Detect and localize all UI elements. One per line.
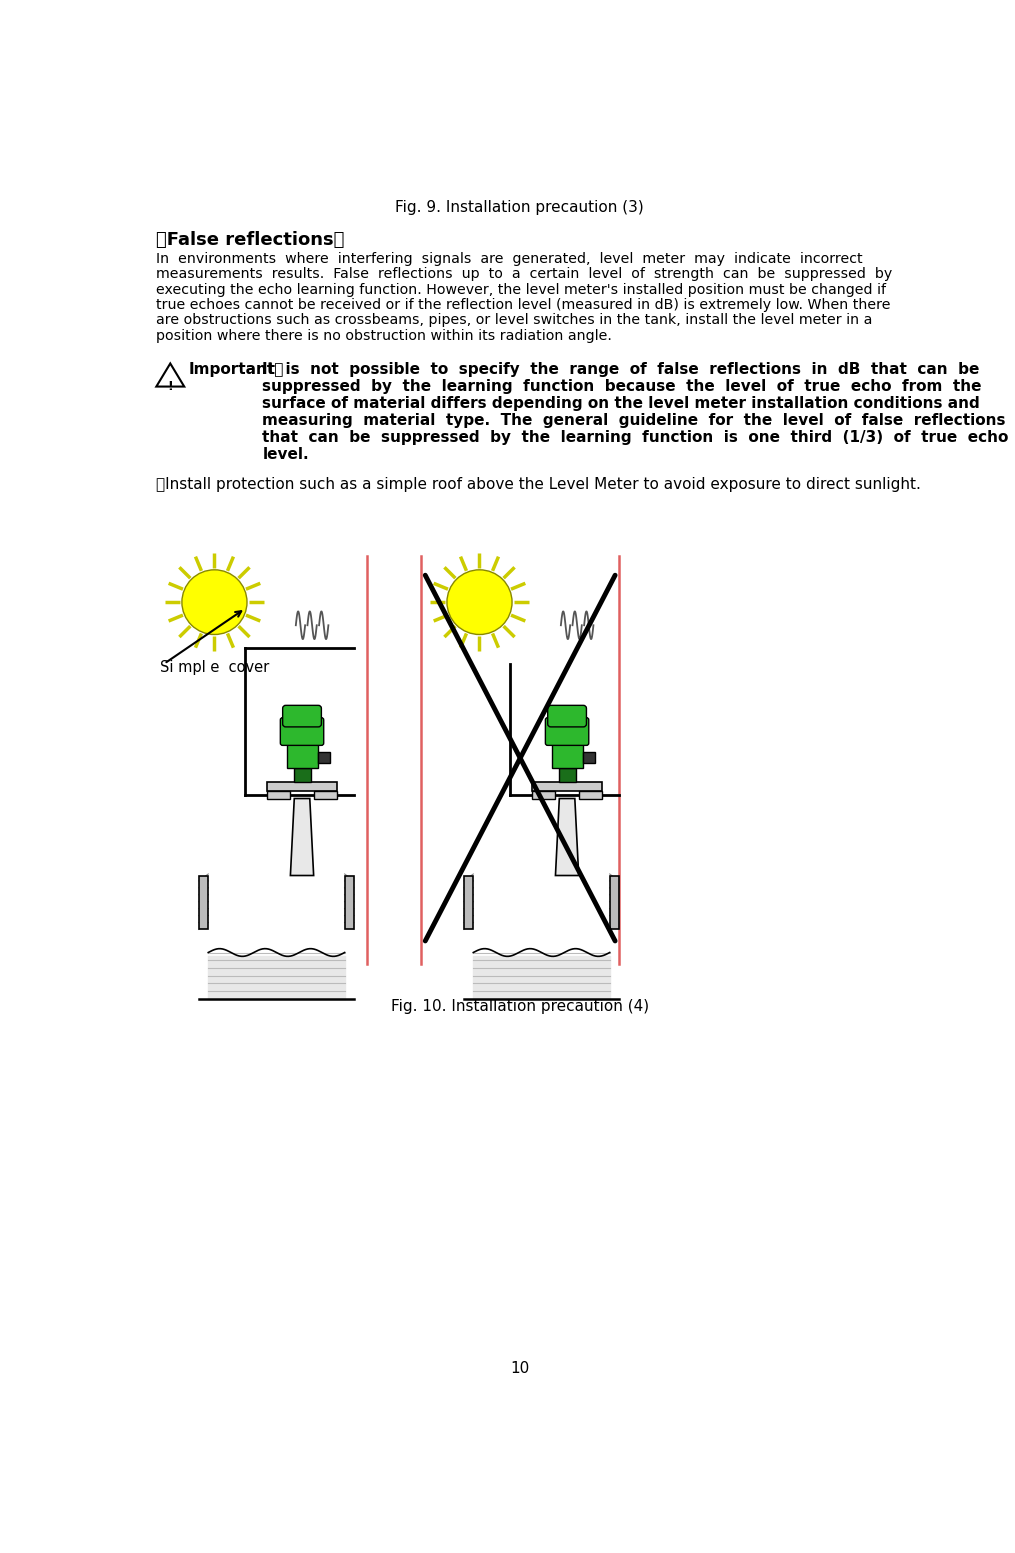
FancyBboxPatch shape — [282, 705, 322, 727]
Bar — [199, 876, 208, 929]
Text: 【False reflections】: 【False reflections】 — [156, 231, 345, 248]
Bar — [318, 752, 330, 763]
Bar — [314, 790, 337, 798]
Text: position where there is no obstruction within its radiation angle.: position where there is no obstruction w… — [156, 329, 612, 343]
Bar — [286, 742, 318, 767]
Bar — [558, 767, 576, 781]
Text: executing the echo learning function. However, the level meter's installed posit: executing the echo learning function. Ho… — [156, 283, 886, 297]
Text: that  can  be  suppressed  by  the  learning  function  is  one  third  (1/3)  o: that can be suppressed by the learning f… — [263, 430, 1009, 444]
Circle shape — [182, 570, 247, 635]
Text: are obstructions such as crossbeams, pipes, or level switches in the tank, insta: are obstructions such as crossbeams, pip… — [156, 314, 873, 328]
Bar — [532, 790, 555, 798]
Bar — [610, 876, 619, 929]
Text: Si mpl e  cover: Si mpl e cover — [160, 660, 269, 676]
Text: Important：: Important： — [189, 362, 284, 377]
Polygon shape — [555, 798, 579, 876]
Text: true echoes cannot be received or if the reflection level (measured in dB) is ex: true echoes cannot be received or if the… — [156, 298, 891, 312]
Bar — [551, 742, 583, 767]
Text: level.: level. — [263, 447, 310, 461]
Bar — [579, 790, 602, 798]
Text: Fig. 10. Installation precaution (4): Fig. 10. Installation precaution (4) — [391, 999, 649, 1014]
Text: 10: 10 — [511, 1360, 530, 1376]
Circle shape — [447, 570, 512, 635]
Bar — [345, 876, 354, 929]
Text: suppressed  by  the  learning  function  because  the  level  of  true  echo  fr: suppressed by the learning function beca… — [263, 379, 982, 394]
Text: In  environments  where  interfering  signals  are  generated,  level  meter  ma: In environments where interfering signal… — [156, 252, 863, 266]
Text: measurements  results.  False  reflections  up  to  a  certain  level  of  stren: measurements results. False reflections … — [156, 267, 892, 281]
Bar — [464, 876, 473, 929]
Text: measuring  material  type.  The  general  guideline  for  the  level  of  false : measuring material type. The general gui… — [263, 413, 1006, 427]
Bar — [267, 781, 337, 790]
Bar — [293, 767, 311, 781]
Text: It  is  not  possible  to  specify  the  range  of  false  reflections  in  dB  : It is not possible to specify the range … — [263, 362, 979, 377]
FancyBboxPatch shape — [548, 705, 587, 727]
FancyBboxPatch shape — [545, 717, 589, 745]
Text: ・Install protection such as a simple roof above the Level Meter to avoid exposur: ・Install protection such as a simple roo… — [156, 477, 922, 492]
FancyBboxPatch shape — [280, 717, 324, 745]
Text: !: ! — [167, 380, 174, 393]
Text: surface of material differs depending on the level meter installation conditions: surface of material differs depending on… — [263, 396, 980, 412]
Polygon shape — [290, 798, 314, 876]
Bar — [267, 790, 290, 798]
Bar — [532, 781, 602, 790]
Bar — [583, 752, 595, 763]
Text: Fig. 9. Installation precaution (3): Fig. 9. Installation precaution (3) — [396, 200, 645, 216]
